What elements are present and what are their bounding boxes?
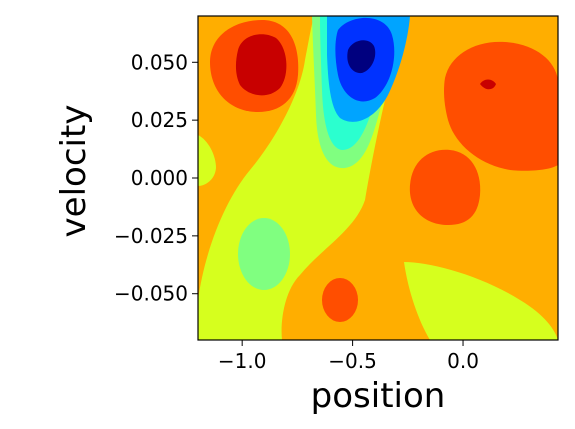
x-axis: −1.0 −0.5 0.0	[218, 340, 479, 373]
y-tick-label: 0.025	[131, 108, 188, 132]
x-axis-label: position	[311, 376, 446, 416]
contour-high-center-right	[409, 149, 481, 225]
plot-area	[198, 16, 558, 340]
contour-high-upper-right	[444, 41, 558, 171]
y-axis: −0.050 −0.025 0.000 0.025 0.050	[114, 50, 198, 306]
contour-band-level0-lower-right	[404, 262, 558, 340]
y-tick-label: −0.025	[114, 224, 188, 248]
y-tick-label: 0.050	[131, 50, 188, 74]
y-tick-label: 0.000	[131, 166, 188, 190]
y-tick-label: −0.050	[114, 282, 188, 306]
contour-high-upper-right-peak	[480, 79, 496, 90]
x-tick-label: 0.0	[447, 349, 479, 373]
contour-band-level0-left-edge	[198, 135, 216, 186]
contour-high-bottom	[322, 278, 358, 322]
x-tick-label: −1.0	[218, 349, 267, 373]
contour-band-level1-lower-left	[238, 218, 290, 290]
contour-high-upper-left-peak	[235, 34, 287, 96]
contour-band-level5	[347, 40, 376, 74]
y-axis-label: velocity	[54, 105, 94, 238]
x-tick-label: −0.5	[328, 349, 377, 373]
